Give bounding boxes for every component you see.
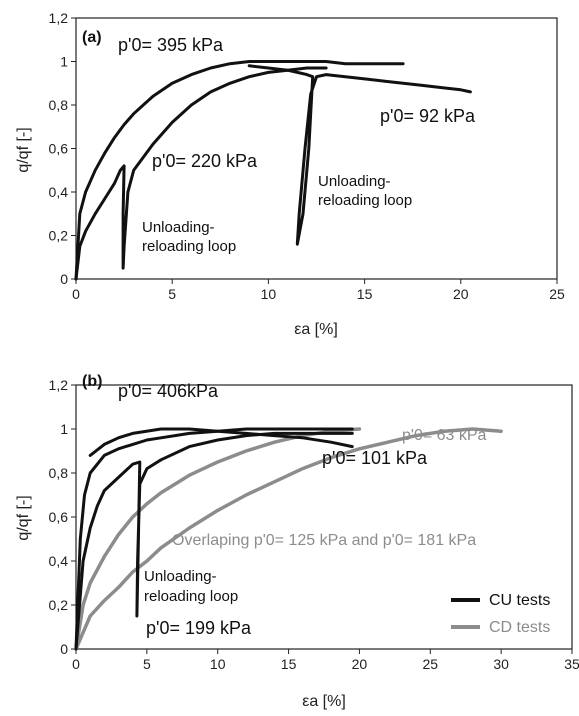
annotation: Overlaping p'0= 125 kPa and p'0= 181 kPa xyxy=(172,532,476,549)
series-line-cu-3 xyxy=(247,64,472,246)
x-tick-label: 20 xyxy=(352,656,368,672)
annotation: reloading loop xyxy=(142,238,236,255)
legend-label-cu: CU tests xyxy=(489,592,550,609)
plot-frame xyxy=(75,384,573,650)
y-tick-label: 0,8 xyxy=(49,97,69,113)
y-tick-label: 0 xyxy=(60,271,68,287)
x-axis-label: εa [%] xyxy=(294,321,338,338)
annotation: p'0= 63 kPa xyxy=(402,427,487,444)
y-tick-label: 0,4 xyxy=(49,553,69,569)
x-tick-label: 0 xyxy=(72,656,80,672)
series-line-cu-3 xyxy=(74,427,354,651)
x-tick-label: 25 xyxy=(422,656,438,672)
x-tick-label: 0 xyxy=(72,286,80,302)
y-tick-label: 0,6 xyxy=(49,509,69,525)
y-tick-label: 1,2 xyxy=(49,10,69,26)
annotation: p'0= 92 kPa xyxy=(380,106,476,126)
annotation: p'0= 199 kPa xyxy=(146,618,252,638)
annotation: reloading loop xyxy=(318,192,412,209)
x-tick-label: 25 xyxy=(549,286,565,302)
y-axis-label: q/qf [-] xyxy=(15,127,32,172)
y-tick-label: 0,8 xyxy=(49,465,69,481)
x-tick-label: 5 xyxy=(143,656,151,672)
y-tick-label: 0,6 xyxy=(49,141,69,157)
panel-label: (a) xyxy=(82,29,102,46)
x-tick-label: 10 xyxy=(210,656,226,672)
x-tick-label: 10 xyxy=(261,286,277,302)
series-line-cd-1 xyxy=(74,427,503,651)
annotation: p'0= 101 kPa xyxy=(322,448,428,468)
y-tick-label: 0,2 xyxy=(49,597,69,613)
y-tick-label: 0,2 xyxy=(49,228,69,244)
panel-label: (b) xyxy=(82,373,102,390)
x-tick-label: 15 xyxy=(357,286,373,302)
x-tick-label: 15 xyxy=(281,656,297,672)
x-tick-label: 35 xyxy=(564,656,579,672)
y-tick-label: 0,4 xyxy=(49,184,69,200)
series-line-cd-2 xyxy=(74,427,362,651)
series-line-cu-5 xyxy=(88,427,354,457)
x-tick-label: 5 xyxy=(168,286,176,302)
x-tick-label: 30 xyxy=(493,656,509,672)
legend-label-cd: CD tests xyxy=(489,619,550,636)
annotation: reloading loop xyxy=(144,588,238,605)
x-tick-label: 20 xyxy=(453,286,469,302)
panel-a: 0 5 10 15 20 25 0 0,2 0,4 0,6 0,8 1 1,2 εa [%] q/qf [-… xyxy=(15,10,565,338)
y-tick-label: 1,2 xyxy=(49,377,69,393)
x-axis-label: εa [%] xyxy=(302,693,346,710)
y-tick-label: 0 xyxy=(60,641,68,657)
series-line-cu-2 xyxy=(74,66,328,281)
series-line-cu-1 xyxy=(74,60,405,281)
panel-b: 0 5 10 15 20 25 30 35 0 0,2 0,4 0,6 0,8 1 1,2 εa [%] q/q… xyxy=(15,373,579,710)
annotation: p'0= 220 kPa xyxy=(152,151,258,171)
y-axis-label: q/qf [-] xyxy=(15,495,32,540)
y-tick-label: 1 xyxy=(60,54,68,70)
annotation: Unloading- xyxy=(318,173,391,190)
annotation: p'0= 395 kPa xyxy=(118,35,224,55)
y-tick-label: 1 xyxy=(60,421,68,437)
annotation: p'0= 406kPa xyxy=(118,381,219,401)
annotation: Unloading- xyxy=(142,219,215,236)
annotation: Unloading- xyxy=(144,568,217,585)
